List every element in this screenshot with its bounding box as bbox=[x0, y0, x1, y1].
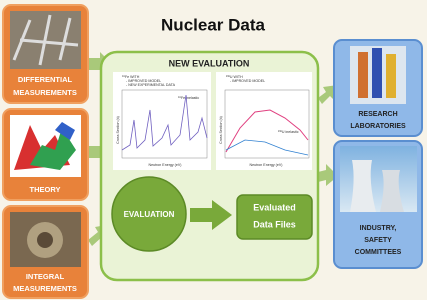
output-research: RESEARCH LABORATORIES bbox=[334, 40, 422, 136]
output-label: Data Files bbox=[253, 219, 296, 229]
input-integral: INTEGRAL MEASUREMENTS bbox=[3, 206, 88, 298]
plot-header: - NEW EXPERIMENTAL DATA bbox=[126, 83, 176, 87]
y-label: Cross Section (b) bbox=[116, 116, 120, 144]
center-panel: NEW EVALUATION ⁵⁶Fe WITH - IMPROVED MODE… bbox=[101, 52, 318, 280]
label: MEASUREMENTS bbox=[13, 88, 77, 97]
label: LABORATORIES bbox=[350, 123, 406, 130]
process: EVALUATION bbox=[124, 210, 175, 219]
plot: ²³⁸U WITH - IMPROVED MODEL ²³⁸U inelasti… bbox=[216, 72, 312, 170]
input-theory: THEORY bbox=[3, 109, 88, 200]
label: DIFFERENTIAL bbox=[18, 75, 73, 84]
curve-label: ⁵⁶Fe inelastic bbox=[178, 96, 199, 100]
diagram: Nuclear Data DIFFERENTIAL MEASUREMENTS T… bbox=[0, 0, 427, 300]
label: THEORY bbox=[30, 185, 61, 194]
center-title: NEW EVALUATION bbox=[169, 58, 250, 68]
output-industry: INDUSTRY, SAFETY COMMITTEES bbox=[334, 141, 422, 268]
label: COMMITTEES bbox=[355, 249, 402, 256]
y-label: Cross Section (b) bbox=[219, 116, 223, 144]
x-label: Neutron Energy (eV) bbox=[149, 163, 182, 167]
label: SAFETY bbox=[364, 237, 392, 244]
input-differential: DIFFERENTIAL MEASUREMENTS bbox=[3, 5, 88, 103]
plot: ⁵⁶Fe WITH - IMPROVED MODEL - NEW EXPERIM… bbox=[113, 72, 211, 170]
label: MEASUREMENTS bbox=[13, 284, 77, 293]
label: INDUSTRY, bbox=[360, 225, 397, 232]
label: RESEARCH bbox=[358, 111, 397, 118]
title: Nuclear Data bbox=[161, 15, 265, 34]
label: INTEGRAL bbox=[26, 272, 65, 281]
output-label: Evaluated bbox=[253, 202, 296, 212]
plot-header: - IMPROVED MODEL bbox=[230, 79, 265, 83]
x-label: Neutron Energy (eV) bbox=[250, 163, 283, 167]
curve-label: ²³⁸U inelastic bbox=[278, 130, 299, 134]
